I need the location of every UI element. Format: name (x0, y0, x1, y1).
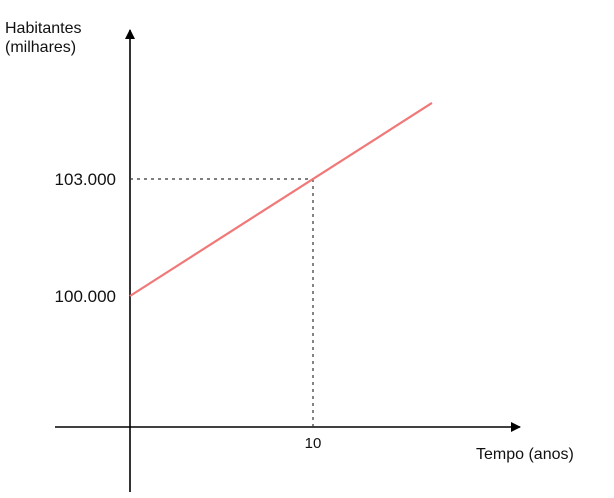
x-axis-title: Tempo (anos) (476, 446, 574, 463)
y-tick-label-103.000: 103.000 (55, 170, 116, 189)
series-line-0 (129, 102, 433, 297)
y-tick-labels: 100.000 103.000 (55, 170, 116, 306)
y-axis-title: Habitantes (milhares) (5, 20, 86, 56)
y-axis-title-line-1: Habitantes (5, 20, 82, 37)
reference-lines (130, 178, 314, 427)
y-axis-title-line-2: (milhares) (5, 39, 76, 56)
series-layer (129, 102, 433, 297)
x-tick-label-10: 10 (305, 435, 322, 452)
y-tick-label-100.000: 100.000 (55, 287, 116, 306)
x-tick-labels: 10 (305, 435, 322, 452)
